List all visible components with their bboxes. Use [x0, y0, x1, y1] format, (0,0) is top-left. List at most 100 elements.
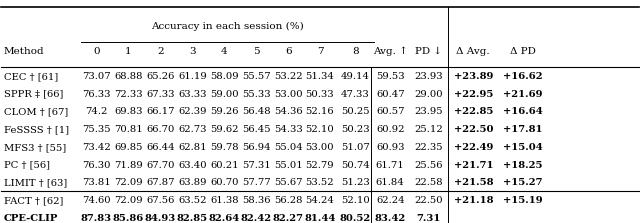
Text: 56.48: 56.48: [242, 107, 271, 116]
Text: 55.01: 55.01: [274, 161, 303, 169]
Text: 7: 7: [317, 47, 323, 56]
Text: 58.36: 58.36: [242, 196, 270, 205]
Text: +22.85: +22.85: [454, 107, 493, 116]
Text: 59.78: 59.78: [210, 143, 239, 152]
Text: 63.52: 63.52: [178, 196, 207, 205]
Text: 61.38: 61.38: [210, 196, 239, 205]
Text: +16.62: +16.62: [503, 72, 543, 81]
Text: 50.25: 50.25: [341, 107, 369, 116]
Text: 5: 5: [253, 47, 259, 56]
Text: 63.89: 63.89: [178, 178, 207, 187]
Text: 73.42: 73.42: [82, 143, 111, 152]
Text: FeSSSS † [1]: FeSSSS † [1]: [4, 125, 69, 134]
Text: 49.14: 49.14: [340, 72, 370, 81]
Text: 72.09: 72.09: [114, 178, 143, 187]
Text: 61.19: 61.19: [178, 72, 207, 81]
Text: Accuracy in each session (%): Accuracy in each session (%): [151, 22, 304, 31]
Text: 61.71: 61.71: [376, 161, 404, 169]
Text: 23.95: 23.95: [414, 107, 443, 116]
Text: 68.88: 68.88: [114, 72, 143, 81]
Text: +15.27: +15.27: [503, 178, 543, 187]
Text: 23.93: 23.93: [414, 72, 443, 81]
Text: 29.00: 29.00: [414, 90, 443, 99]
Text: 66.17: 66.17: [146, 107, 175, 116]
Text: 58.09: 58.09: [210, 72, 239, 81]
Text: 66.44: 66.44: [146, 143, 175, 152]
Text: 76.30: 76.30: [82, 161, 111, 169]
Text: +22.50: +22.50: [454, 125, 493, 134]
Text: 62.39: 62.39: [178, 107, 207, 116]
Text: Method: Method: [4, 47, 45, 56]
Text: +16.64: +16.64: [503, 107, 543, 116]
Text: 81.44: 81.44: [304, 214, 336, 223]
Text: 50.74: 50.74: [340, 161, 369, 169]
Text: 63.33: 63.33: [178, 90, 207, 99]
Text: 55.04: 55.04: [274, 143, 303, 152]
Text: Avg. ↑: Avg. ↑: [373, 47, 408, 56]
Text: 53.00: 53.00: [274, 90, 302, 99]
Text: 54.24: 54.24: [305, 196, 335, 205]
Text: 73.07: 73.07: [82, 72, 111, 81]
Text: 22.50: 22.50: [414, 196, 443, 205]
Text: 87.83: 87.83: [81, 214, 112, 223]
Text: 84.93: 84.93: [145, 214, 176, 223]
Text: 22.35: 22.35: [414, 143, 443, 152]
Text: 72.09: 72.09: [114, 196, 143, 205]
Text: 74.2: 74.2: [85, 107, 108, 116]
Text: CLOM † [67]: CLOM † [67]: [4, 107, 68, 116]
Text: 51.34: 51.34: [305, 72, 335, 81]
Text: +17.81: +17.81: [503, 125, 543, 134]
Text: 85.86: 85.86: [113, 214, 144, 223]
Text: 60.57: 60.57: [376, 107, 404, 116]
Text: 82.85: 82.85: [177, 214, 208, 223]
Text: +15.19: +15.19: [503, 196, 543, 205]
Text: 57.77: 57.77: [242, 178, 271, 187]
Text: 3: 3: [189, 47, 196, 56]
Text: 55.57: 55.57: [242, 72, 271, 81]
Text: 65.26: 65.26: [146, 72, 175, 81]
Text: 62.81: 62.81: [178, 143, 207, 152]
Text: 75.35: 75.35: [82, 125, 111, 134]
Text: 60.47: 60.47: [376, 90, 404, 99]
Text: 67.87: 67.87: [146, 178, 175, 187]
Text: 82.42: 82.42: [241, 214, 272, 223]
Text: 55.33: 55.33: [242, 90, 271, 99]
Text: +22.95: +22.95: [454, 90, 493, 99]
Text: LIMIT † [63]: LIMIT † [63]: [4, 178, 67, 187]
Text: 54.33: 54.33: [274, 125, 303, 134]
Text: +21.69: +21.69: [503, 90, 543, 99]
Text: 52.10: 52.10: [340, 196, 369, 205]
Text: 80.52: 80.52: [339, 214, 371, 223]
Text: +15.04: +15.04: [503, 143, 543, 152]
Text: 60.70: 60.70: [210, 178, 239, 187]
Text: 72.33: 72.33: [114, 90, 143, 99]
Text: 66.70: 66.70: [146, 125, 175, 134]
Text: 67.56: 67.56: [146, 196, 175, 205]
Text: 82.27: 82.27: [273, 214, 303, 223]
Text: 56.28: 56.28: [274, 196, 302, 205]
Text: 2: 2: [157, 47, 164, 56]
Text: 51.07: 51.07: [340, 143, 369, 152]
Text: 54.36: 54.36: [274, 107, 302, 116]
Text: 73.81: 73.81: [82, 178, 111, 187]
Text: 47.33: 47.33: [340, 90, 369, 99]
Text: 4: 4: [221, 47, 228, 56]
Text: 53.00: 53.00: [306, 143, 334, 152]
Text: 53.52: 53.52: [306, 178, 334, 187]
Text: 7.31: 7.31: [417, 214, 441, 223]
Text: +22.49: +22.49: [454, 143, 493, 152]
Text: 62.24: 62.24: [376, 196, 404, 205]
Text: 51.23: 51.23: [340, 178, 369, 187]
Text: 59.62: 59.62: [210, 125, 239, 134]
Text: 69.83: 69.83: [114, 107, 143, 116]
Text: 63.40: 63.40: [178, 161, 207, 169]
Text: 59.00: 59.00: [210, 90, 239, 99]
Text: 60.93: 60.93: [376, 143, 404, 152]
Text: 62.73: 62.73: [178, 125, 207, 134]
Text: 57.31: 57.31: [242, 161, 271, 169]
Text: Δ PD: Δ PD: [510, 47, 536, 56]
Text: +18.25: +18.25: [503, 161, 543, 169]
Text: +21.18: +21.18: [454, 196, 493, 205]
Text: 74.60: 74.60: [82, 196, 111, 205]
Text: 61.84: 61.84: [376, 178, 404, 187]
